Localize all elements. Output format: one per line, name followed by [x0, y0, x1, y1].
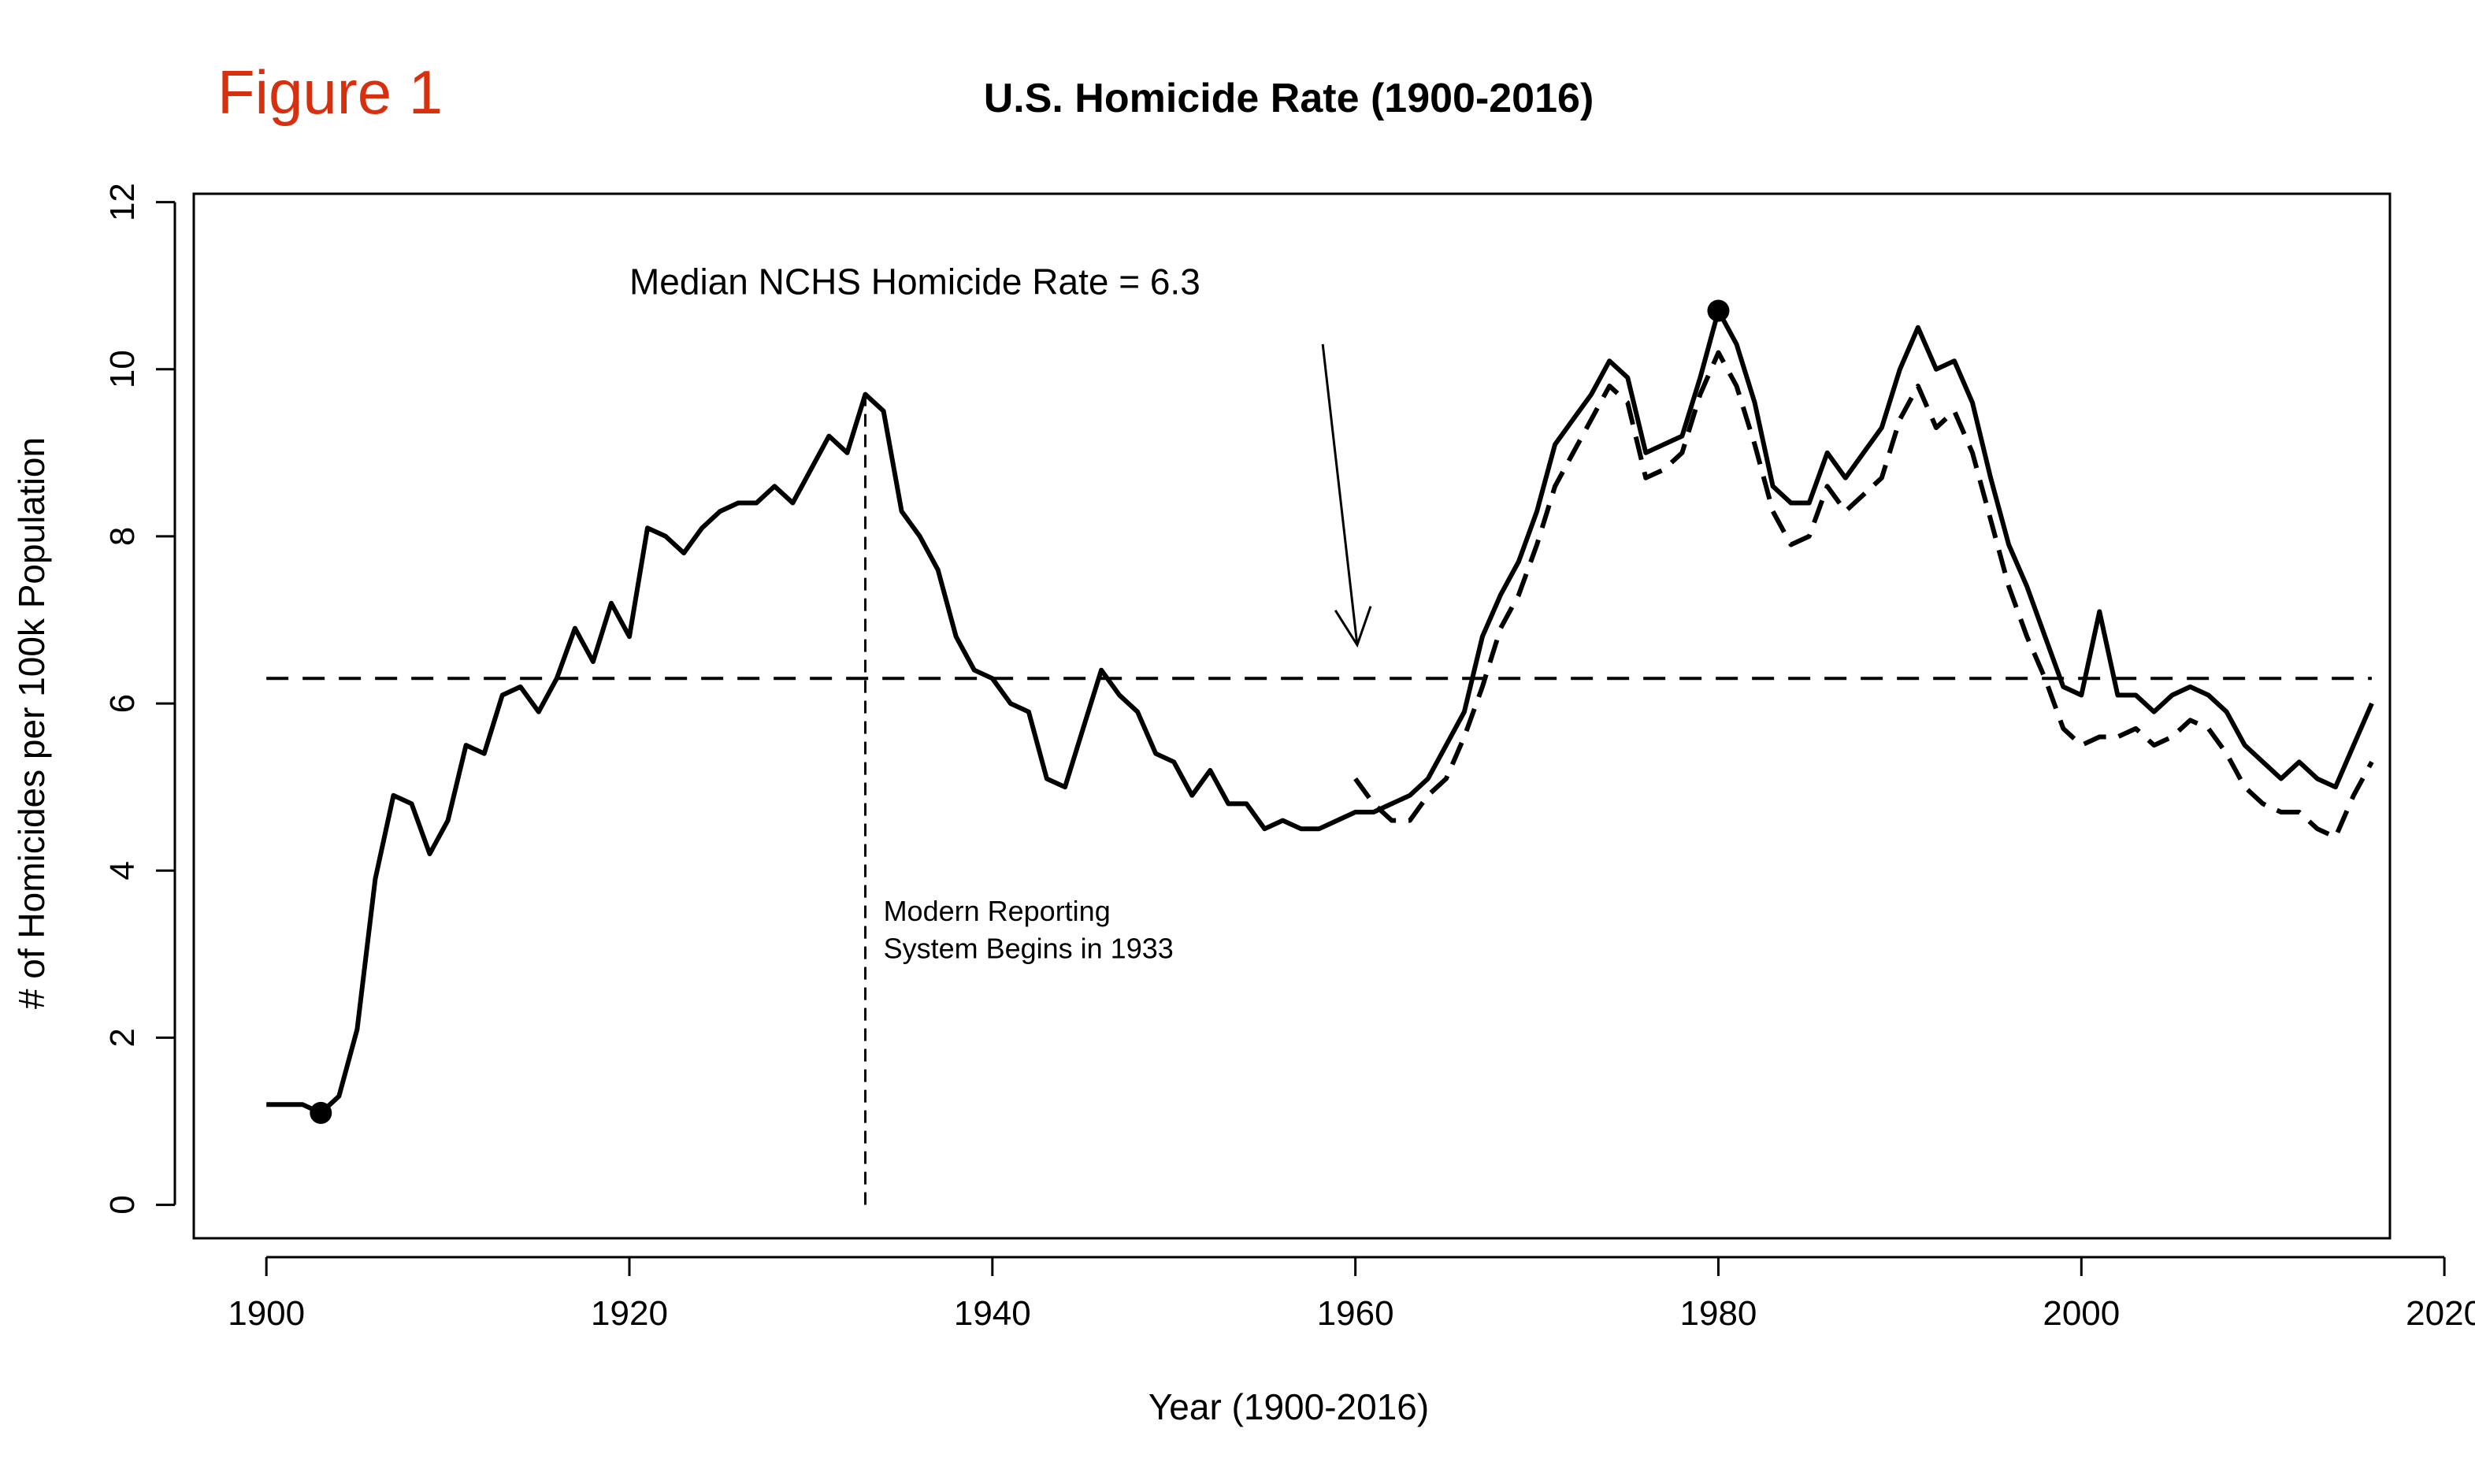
x-tick-label-2000: 2000 [2043, 1294, 2120, 1333]
figure-label: Figure 1 [217, 58, 443, 127]
x-axis: 1900 1920 1940 1960 1980 2000 2020 [228, 1256, 2475, 1333]
plot-layer: Median NCHS Homicide Rate = 6.3 Modern Re… [266, 261, 2374, 1205]
plot-area-frame [192, 192, 2392, 1240]
x-axis-label: Year (1900-2016) [1148, 1386, 1429, 1427]
highlight-point-1903 [310, 1101, 332, 1124]
series-line-dashed [1353, 350, 2374, 840]
highlight-point-1980 [1707, 299, 1730, 322]
y-tick-label-4: 4 [103, 861, 142, 880]
reporting-note-line-2: System Begins in 1933 [884, 933, 1174, 965]
y-axis-label: # of Homicides per 100k Population [11, 437, 52, 1009]
x-tick-label-1900: 1900 [228, 1294, 305, 1333]
series-line-solid [266, 308, 2374, 1115]
y-tick-label-10: 10 [103, 350, 142, 388]
y-tick-label-12: 12 [103, 183, 142, 221]
y-tick-label-8: 8 [103, 527, 142, 546]
y-axis: 0 2 4 6 8 10 12 [103, 183, 176, 1215]
median-arrow-head [1334, 606, 1372, 648]
x-tick-label-1960: 1960 [1317, 1294, 1394, 1333]
x-tick-label-1980: 1980 [1680, 1294, 1757, 1333]
median-arrow-shaft [1321, 343, 1359, 646]
y-tick-label-2: 2 [103, 1028, 142, 1047]
median-annotation: Median NCHS Homicide Rate = 6.3 [629, 261, 1200, 302]
y-tick-label-0: 0 [103, 1195, 142, 1214]
x-tick-label-1920: 1920 [591, 1294, 668, 1333]
chart-title: U.S. Homicide Rate (1900-2016) [984, 76, 1594, 121]
y-tick-label-6: 6 [103, 694, 142, 713]
x-tick-label-2020: 2020 [2406, 1294, 2475, 1333]
reporting-note-line-1: Modern Reporting [884, 895, 1111, 927]
x-tick-label-1940: 1940 [954, 1294, 1031, 1333]
